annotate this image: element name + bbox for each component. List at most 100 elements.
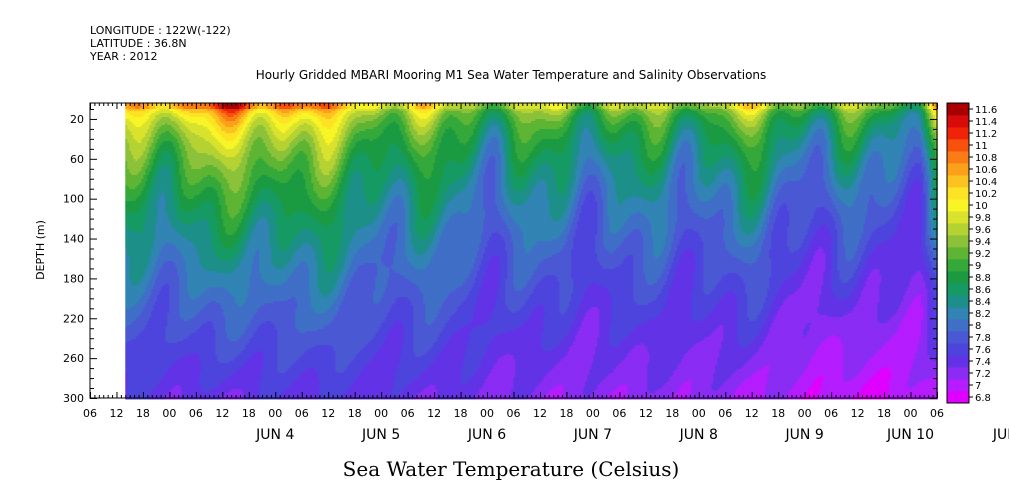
colorbar-level-label: 7.6 (975, 345, 991, 356)
colorbar-swatch (947, 283, 969, 295)
y-axis-label: DEPTH (m) (34, 220, 47, 280)
y-tick-label: 220 (63, 312, 84, 325)
x-hour-tick-label: 18 (559, 407, 573, 420)
x-hour-tick-label: 00 (904, 407, 918, 420)
x-hour-tick-label: 06 (930, 407, 944, 420)
colorbar-level-label: 10.8 (975, 153, 997, 164)
colorbar-swatch (947, 127, 969, 139)
colorbar-swatch (947, 391, 969, 403)
colorbar-swatch (947, 307, 969, 319)
x-hour-tick-label: 06 (189, 407, 203, 420)
colorbar-swatch (947, 343, 969, 355)
y-tick-label: 300 (63, 392, 84, 405)
colorbar-level-label: 11.2 (975, 129, 997, 140)
colorbar-swatch (947, 115, 969, 127)
x-hour-tick-label: 12 (533, 407, 547, 420)
colorbar-level-label: 8.6 (975, 285, 991, 296)
colorbar-swatch (947, 187, 969, 199)
y-tick-label: 260 (63, 352, 84, 365)
colorbar-level-label: 11.4 (975, 117, 997, 128)
colorbar-level-label: 7.4 (975, 357, 991, 368)
x-hour-tick-label: 06 (612, 407, 626, 420)
x-hour-tick-label: 06 (295, 407, 309, 420)
colorbar-swatch (947, 355, 969, 367)
colorbar-level-label: 8.2 (975, 309, 991, 320)
colorbar-swatch (947, 331, 969, 343)
y-tick-label: 60 (70, 153, 84, 166)
x-hour-tick-label: 00 (162, 407, 176, 420)
colorbar-swatch (947, 103, 969, 115)
colorbar-swatch (947, 319, 969, 331)
colorbar-swatch (947, 151, 969, 163)
colorbar-swatch (947, 271, 969, 283)
x-hour-tick-label: 18 (348, 407, 362, 420)
x-day-label: JUN 4 (255, 427, 294, 443)
colorbar-swatch (947, 379, 969, 391)
x-day-label: JUN 10 (886, 427, 934, 443)
colorbar-level-label: 11.6 (975, 105, 997, 116)
x-hour-tick-label: 12 (851, 407, 865, 420)
chart-title: Hourly Gridded MBARI Mooring M1 Sea Wate… (256, 68, 767, 82)
colorbar-swatch (947, 259, 969, 271)
colorbar-level-label: 9.6 (975, 225, 991, 236)
colorbar-level-label: 10.6 (975, 165, 997, 176)
colorbar-swatch (947, 199, 969, 211)
x-hour-tick-label: 18 (771, 407, 785, 420)
x-day-label: JUN 5 (361, 427, 400, 443)
x-hour-tick-label: 18 (665, 407, 679, 420)
colorbar: 6.877.27.47.67.888.28.48.68.899.29.49.69… (947, 103, 997, 404)
x-day-label: JUN 11 (992, 427, 1009, 443)
x-hour-tick-label: 18 (136, 407, 150, 420)
x-hour-tick-label: 06 (401, 407, 415, 420)
colorbar-level-label: 10 (975, 201, 988, 212)
x-hour-tick-label: 12 (639, 407, 653, 420)
x-hour-tick-label: 18 (454, 407, 468, 420)
colorbar-swatch (947, 223, 969, 235)
x-hour-tick-label: 00 (798, 407, 812, 420)
colorbar-swatch (947, 175, 969, 187)
x-hour-tick-label: 00 (692, 407, 706, 420)
colorbar-level-label: 10.4 (975, 177, 997, 188)
colorbar-swatch (947, 163, 969, 175)
y-tick-label: 20 (70, 113, 84, 126)
colorbar-level-label: 8.4 (975, 297, 991, 308)
x-hour-tick-label: 00 (374, 407, 388, 420)
x-hour-tick-label: 12 (215, 407, 229, 420)
colorbar-level-label: 10.2 (975, 189, 997, 200)
x-hour-tick-label: 12 (321, 407, 335, 420)
x-hour-tick-label: 00 (268, 407, 282, 420)
contour-plot-area (125, 103, 938, 400)
x-hour-tick-label: 12 (427, 407, 441, 420)
x-day-label: JUN 7 (573, 427, 612, 443)
colorbar-swatch (947, 235, 969, 247)
x-hour-tick-label: 00 (480, 407, 494, 420)
colorbar-swatch (947, 211, 969, 223)
colorbar-level-label: 11 (975, 141, 988, 152)
x-day-label: JUN 6 (467, 427, 506, 443)
y-tick-label: 140 (63, 233, 84, 246)
colorbar-level-label: 7.8 (975, 333, 991, 344)
colorbar-swatch (947, 247, 969, 259)
colorbar-level-label: 9 (975, 261, 981, 272)
x-day-label: JUN 9 (785, 427, 824, 443)
x-hour-tick-label: 06 (507, 407, 521, 420)
x-hour-tick-label: 12 (745, 407, 759, 420)
colorbar-swatch (947, 295, 969, 307)
colorbar-swatch (947, 367, 969, 379)
y-tick-label: 100 (63, 193, 84, 206)
colorbar-level-label: 8.8 (975, 273, 991, 284)
y-tick-label: 180 (63, 272, 84, 285)
x-day-label: JUN 8 (679, 427, 718, 443)
x-hour-tick-label: 18 (242, 407, 256, 420)
colorbar-level-label: 8 (975, 321, 981, 332)
colorbar-level-label: 9.8 (975, 213, 991, 224)
colorbar-level-label: 7.2 (975, 369, 991, 380)
x-hour-tick-label: 12 (109, 407, 123, 420)
x-hour-tick-label: 18 (877, 407, 891, 420)
x-hour-tick-label: 00 (586, 407, 600, 420)
x-hour-tick-label: 06 (824, 407, 838, 420)
x-axis-label: Sea Water Temperature (Celsius) (343, 457, 680, 481)
colorbar-level-label: 7 (975, 381, 981, 392)
colorbar-level-label: 9.2 (975, 249, 991, 260)
x-hour-tick-label: 06 (718, 407, 732, 420)
